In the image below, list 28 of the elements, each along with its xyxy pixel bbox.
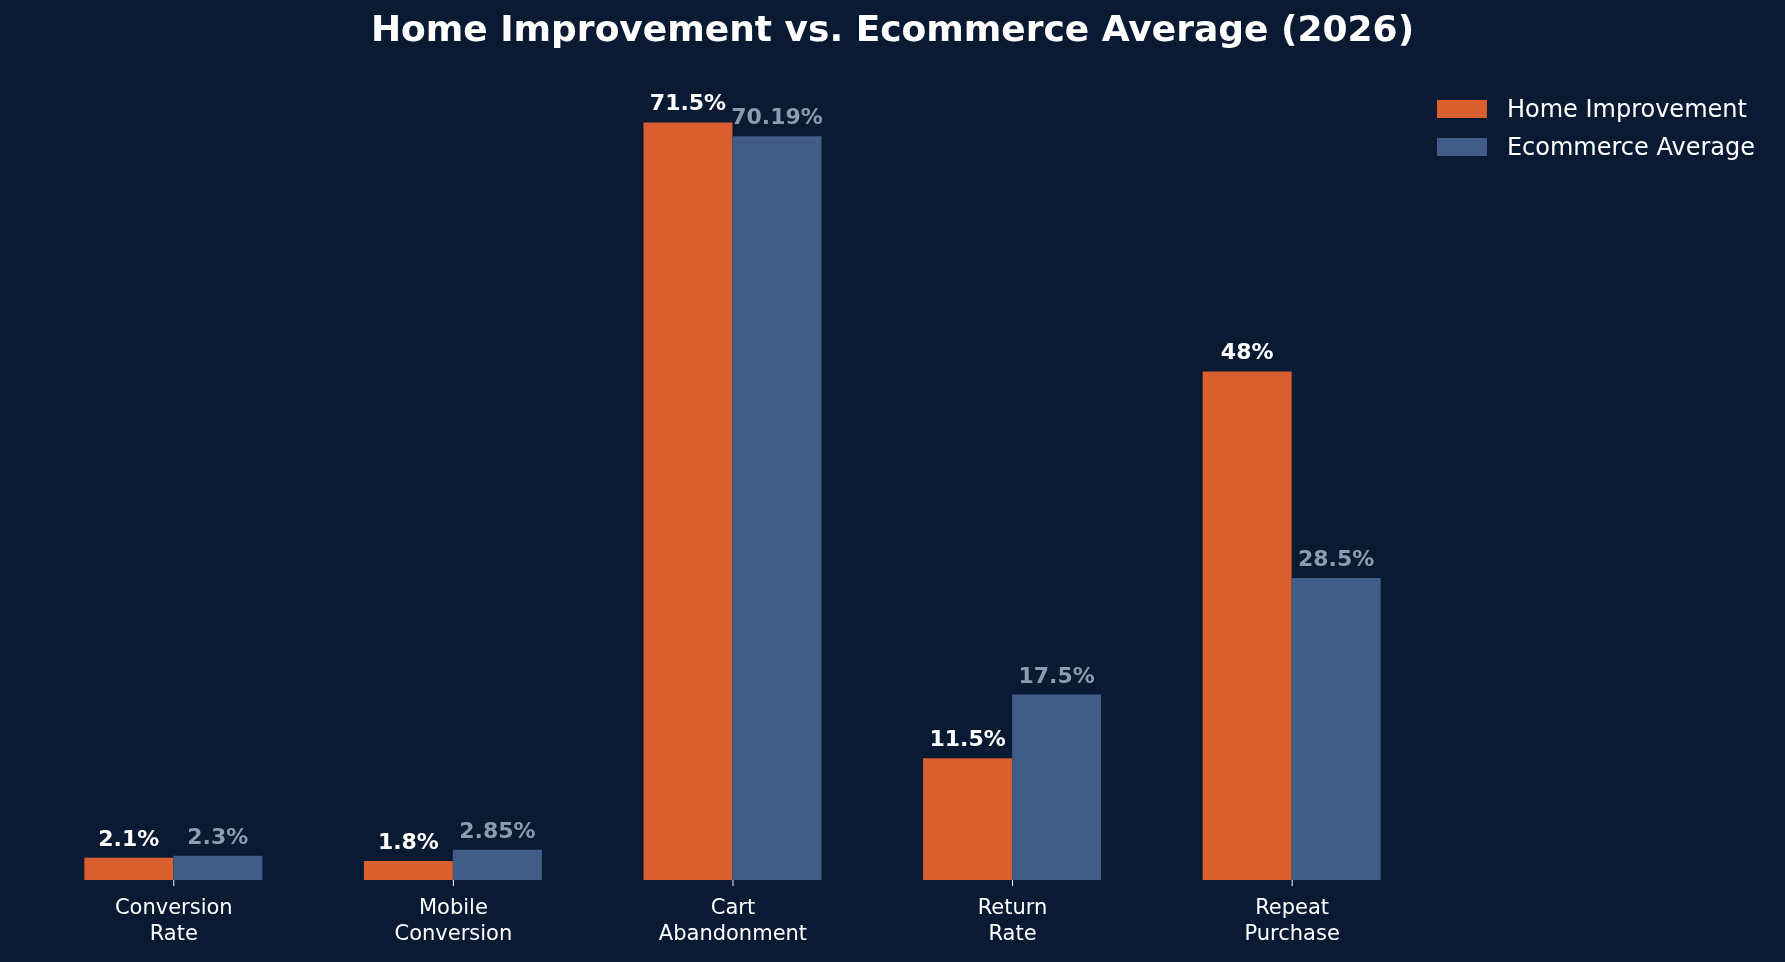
bar xyxy=(1291,578,1381,880)
legend-label: Ecommerce Average xyxy=(1506,133,1755,161)
data-label: 28.5% xyxy=(1298,546,1375,572)
bar xyxy=(732,136,822,880)
bar xyxy=(363,860,453,880)
data-label: 2.1% xyxy=(98,825,160,851)
bar xyxy=(643,122,733,880)
x-tick-label: Cart Abandonment xyxy=(658,895,808,945)
bar xyxy=(1012,694,1102,880)
data-label: 17.5% xyxy=(1018,662,1095,688)
bar xyxy=(923,758,1013,880)
x-tick-label: Conversion Rate xyxy=(114,895,233,945)
data-label: 2.3% xyxy=(187,823,249,849)
data-label: 70.19% xyxy=(731,104,823,130)
chart-title: Home Improvement vs. Ecommerce Average (2026) xyxy=(369,8,1416,49)
bar xyxy=(452,849,542,880)
bar xyxy=(173,855,263,880)
x-tick-label: Repeat Purchase xyxy=(1244,895,1340,945)
data-label: 48% xyxy=(1220,339,1274,365)
data-label: 1.8% xyxy=(377,828,439,854)
x-tick-label: Return Rate xyxy=(977,895,1048,945)
data-label: 11.5% xyxy=(929,726,1006,752)
data-label: 71.5% xyxy=(649,90,727,116)
data-label: 2.85% xyxy=(459,817,536,843)
bar xyxy=(1202,371,1292,880)
legend-label: Home Improvement xyxy=(1506,95,1747,123)
bar xyxy=(84,857,174,880)
x-tick-label: Mobile Conversion xyxy=(394,895,513,945)
